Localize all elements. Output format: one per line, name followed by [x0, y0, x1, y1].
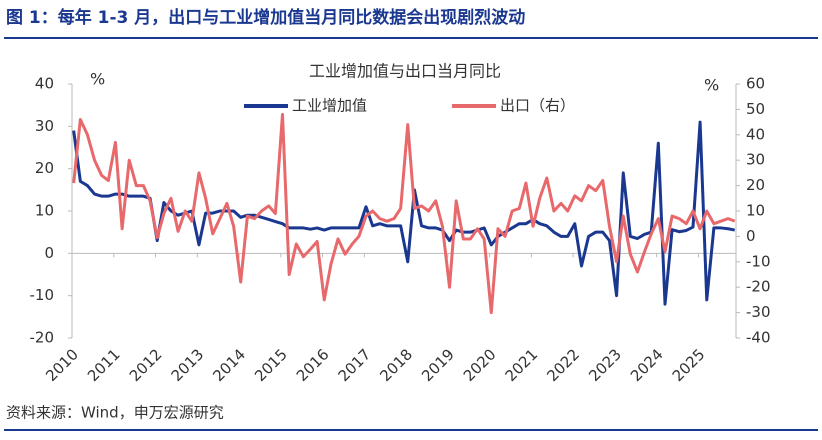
y2-tick-label: 30: [746, 151, 765, 169]
chart-title: 工业增加值与出口当月同比: [309, 62, 501, 81]
y-tick-label: -10: [30, 286, 55, 304]
legend-label: 工业增加值: [292, 97, 367, 115]
y-tick-label: 30: [35, 117, 54, 135]
x-tick-label: 2011: [84, 345, 124, 385]
page-title: 图 1：每年 1-3 月，出口与工业增加值当月同比数据会出现剧烈波动: [6, 7, 525, 28]
source: 资料来源：Wind，申万宏源研究: [6, 404, 224, 422]
x-tick-label: 2022: [543, 345, 583, 385]
x-tick-label: 2024: [627, 345, 667, 385]
y2-tick-label: 10: [746, 202, 765, 220]
y-tick-label: 0: [44, 244, 54, 262]
y2-tick-label: -30: [746, 303, 771, 321]
x-tick-label: 2014: [209, 345, 249, 385]
y-tick-label: -20: [30, 329, 55, 347]
x-tick-label: 2013: [168, 345, 208, 385]
x-tick-label: 2012: [126, 345, 166, 385]
x-tick-label: 2016: [293, 345, 333, 385]
y-tick-label: 10: [35, 202, 54, 220]
x-tick-label: 2015: [251, 345, 291, 385]
x-tick-label: 2025: [669, 345, 709, 385]
y2-tick-label: 0: [746, 227, 756, 245]
y2-tick-label: -40: [746, 329, 771, 347]
x-tick-label: 2010: [42, 345, 82, 385]
y2-tick-label: 50: [746, 100, 765, 118]
y2-tick-label: -10: [746, 252, 771, 270]
legend-label: 出口（右）: [500, 97, 575, 115]
y2-tick-label: 60: [746, 75, 765, 93]
y-unit: %: [90, 70, 105, 89]
y2-tick-label: 40: [746, 125, 765, 143]
x-tick-label: 2021: [502, 345, 542, 385]
x-tick-label: 2020: [460, 345, 500, 385]
x-tick-label: 2018: [376, 345, 416, 385]
y2-tick-label: -20: [746, 278, 771, 296]
y2-unit: %: [704, 76, 719, 95]
x-tick-label: 2017: [335, 345, 375, 385]
y2-tick-label: 20: [746, 176, 765, 194]
y-tick-label: 40: [35, 75, 54, 93]
x-tick-label: 2019: [418, 345, 458, 385]
x-tick-label: 2023: [585, 345, 625, 385]
y-tick-label: 20: [35, 159, 54, 177]
series-line: [72, 112, 736, 315]
